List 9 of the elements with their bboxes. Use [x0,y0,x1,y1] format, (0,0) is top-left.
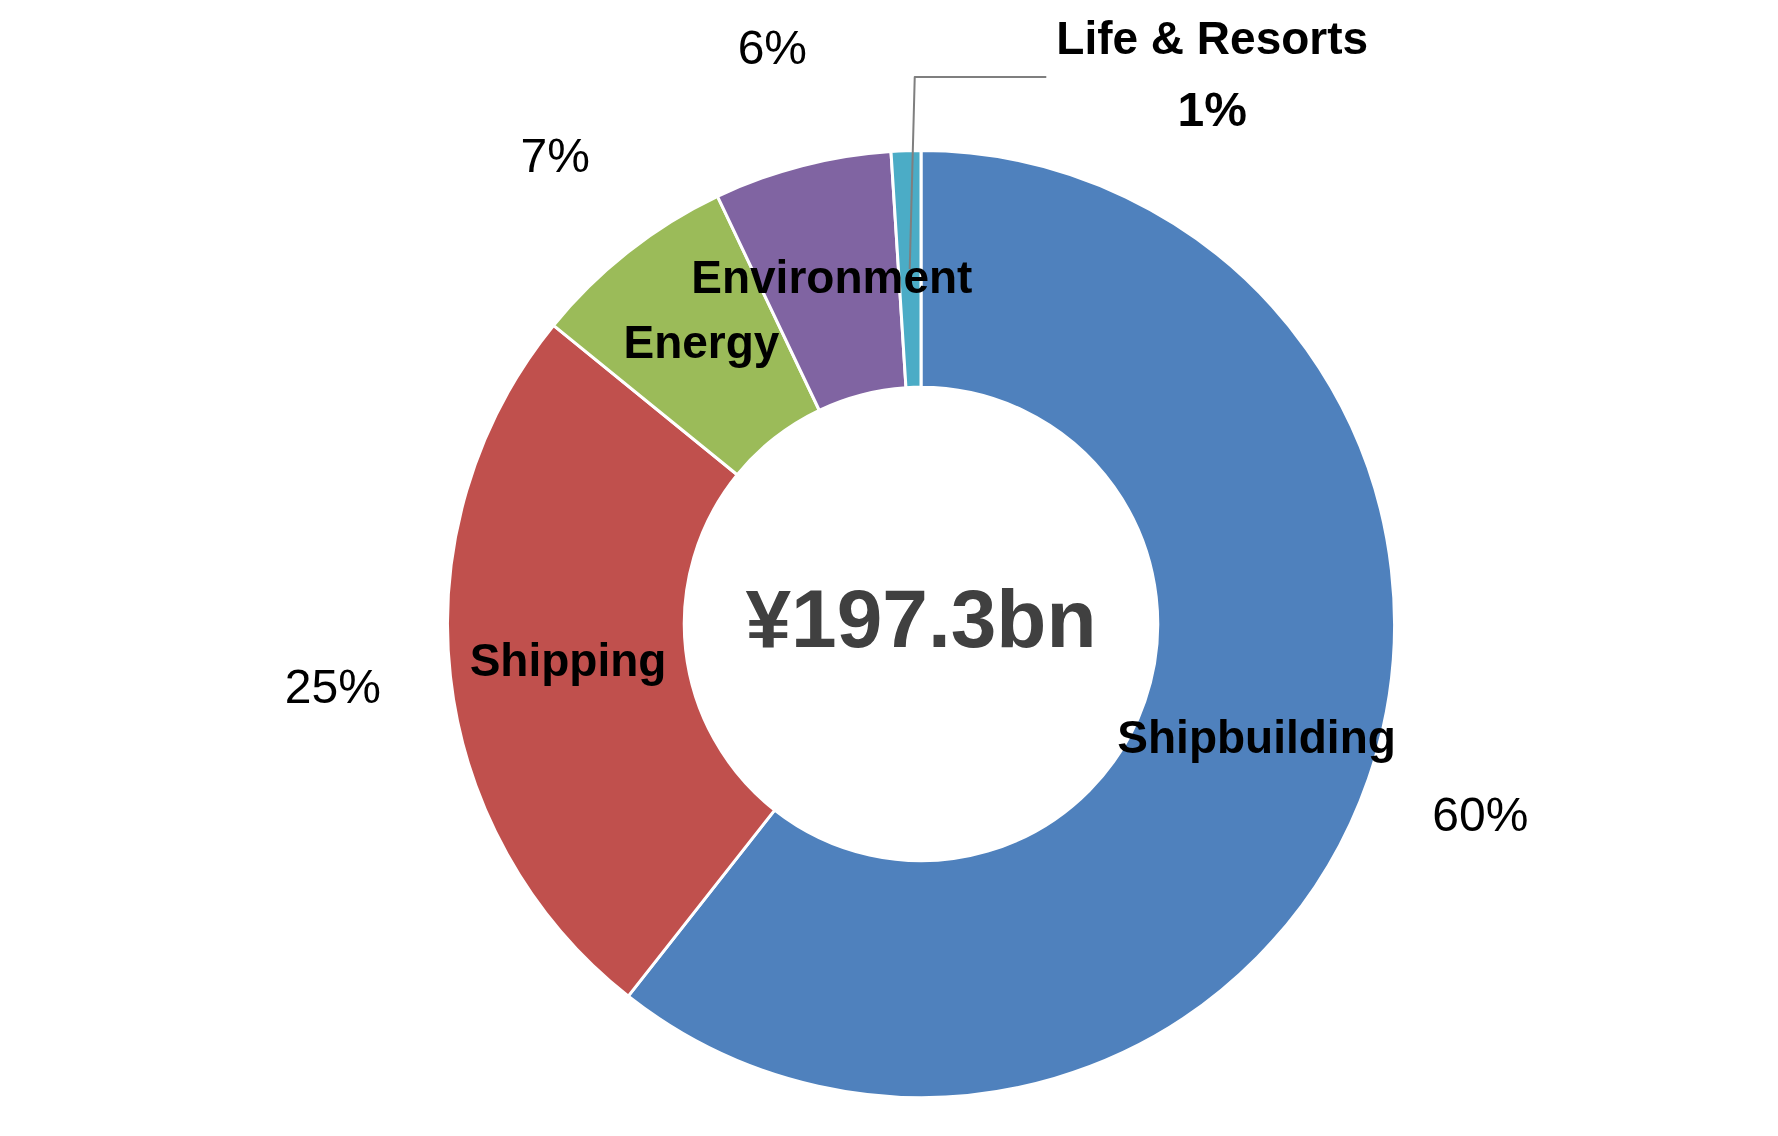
slice-label: Energy [623,315,780,368]
data-label: 6% [737,21,808,75]
slice-label: Shipping [469,634,667,687]
data-label: 60% [1432,787,1529,841]
text: ¥197.3bn [745,572,1097,664]
data-label: 25% [284,659,381,713]
data-label: 7% [520,128,590,182]
data-label: 1% [1177,82,1247,136]
slice-label: Life & Resorts [1056,12,1369,65]
